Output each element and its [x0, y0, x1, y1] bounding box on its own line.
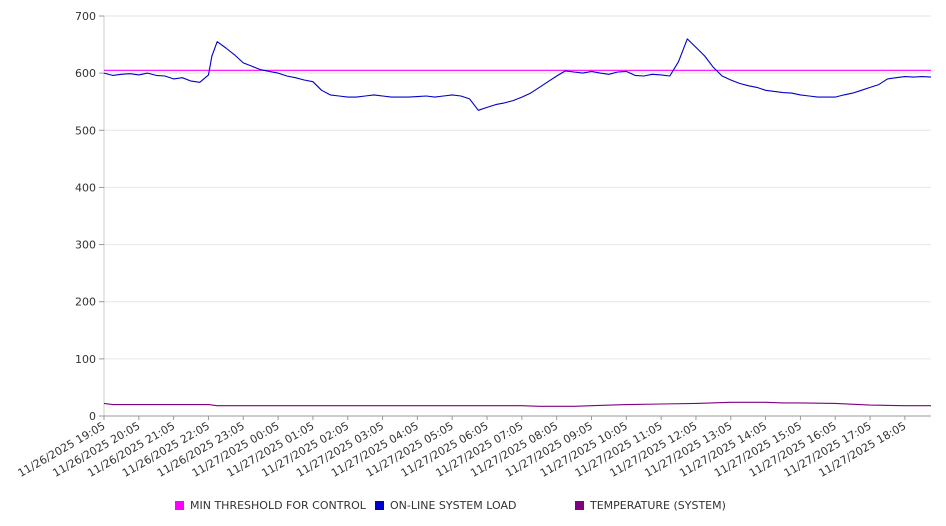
- chart-series: [103, 38, 932, 407]
- legend-item-system-load: ON-LINE SYSTEM LOAD: [375, 499, 516, 512]
- legend-item-temperature: TEMPERATURE (SYSTEM): [575, 499, 726, 512]
- y-tick-label: 300: [75, 239, 96, 252]
- y-tick-label: 0: [89, 410, 96, 423]
- y-tick-label: 400: [75, 181, 96, 194]
- legend-swatch-temperature: [575, 501, 584, 510]
- legend-label-temperature: TEMPERATURE (SYSTEM): [590, 499, 726, 512]
- legend-item-threshold: MIN THRESHOLD FOR CONTROL: [175, 499, 366, 512]
- y-tick-label: 200: [75, 296, 96, 309]
- y-tick-label: 100: [75, 353, 96, 366]
- series-line-temperature-system: [103, 401, 931, 407]
- chart-grid: [104, 15, 931, 417]
- legend-swatch-system-load: [375, 501, 384, 510]
- legend-label-system-load: ON-LINE SYSTEM LOAD: [390, 499, 517, 512]
- legend-swatch-threshold: [175, 501, 184, 510]
- y-tick-label: 600: [75, 67, 96, 80]
- y-axis-ticks: 0 100 200 300 400 500 600 700: [75, 10, 104, 423]
- chart-legend: MIN THRESHOLD FOR CONTROL ON-LINE SYSTEM…: [0, 496, 946, 516]
- y-tick-label: 700: [75, 10, 96, 23]
- legend-label-threshold: MIN THRESHOLD FOR CONTROL: [190, 499, 366, 512]
- y-tick-label: 500: [75, 124, 96, 137]
- series-line-on-line-system-load: [103, 38, 932, 111]
- chart-axes: [103, 16, 931, 417]
